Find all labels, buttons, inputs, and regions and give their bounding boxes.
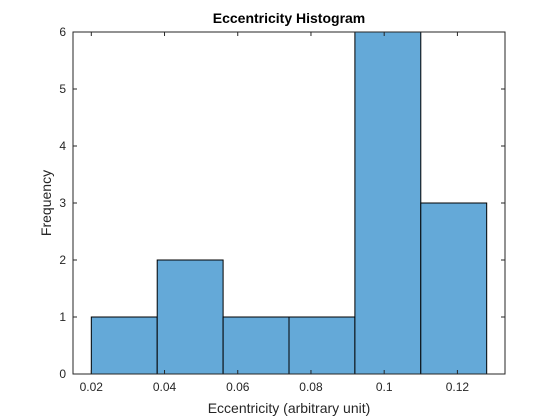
y-ticks-group: 0 1 2 3 4 5 6 (59, 25, 505, 381)
y-tick-label: 6 (59, 25, 66, 39)
y-axis-label: Frequency (38, 170, 54, 236)
x-axis-label: Eccentricity (arbitrary unit) (208, 400, 371, 416)
y-tick-label: 5 (59, 82, 66, 96)
x-ticks-group: 0.02 0.04 0.06 0.08 0.1 0.12 (80, 32, 470, 394)
histogram-bar (156, 259, 224, 375)
y-tick-label: 1 (59, 310, 66, 324)
x-tick-label: 0.02 (80, 380, 104, 394)
histogram-bar (288, 316, 356, 375)
y-tick-label: 3 (59, 196, 66, 210)
histogram-bar (90, 316, 158, 375)
bars-group (90, 31, 488, 375)
histogram-bar (354, 31, 422, 375)
histogram-bar (222, 316, 290, 375)
y-tick-label: 4 (59, 139, 66, 153)
x-tick-label: 0.08 (299, 380, 323, 394)
x-tick-label: 0.1 (376, 380, 393, 394)
y-tick-label: 2 (59, 253, 66, 267)
y-tick-label: 0 (59, 367, 66, 381)
x-tick-label: 0.06 (226, 380, 250, 394)
histogram-bar (420, 202, 488, 375)
x-tick-label: 0.12 (446, 380, 470, 394)
x-tick-label: 0.04 (153, 380, 177, 394)
chart-title: Eccentricity Histogram (213, 10, 366, 26)
